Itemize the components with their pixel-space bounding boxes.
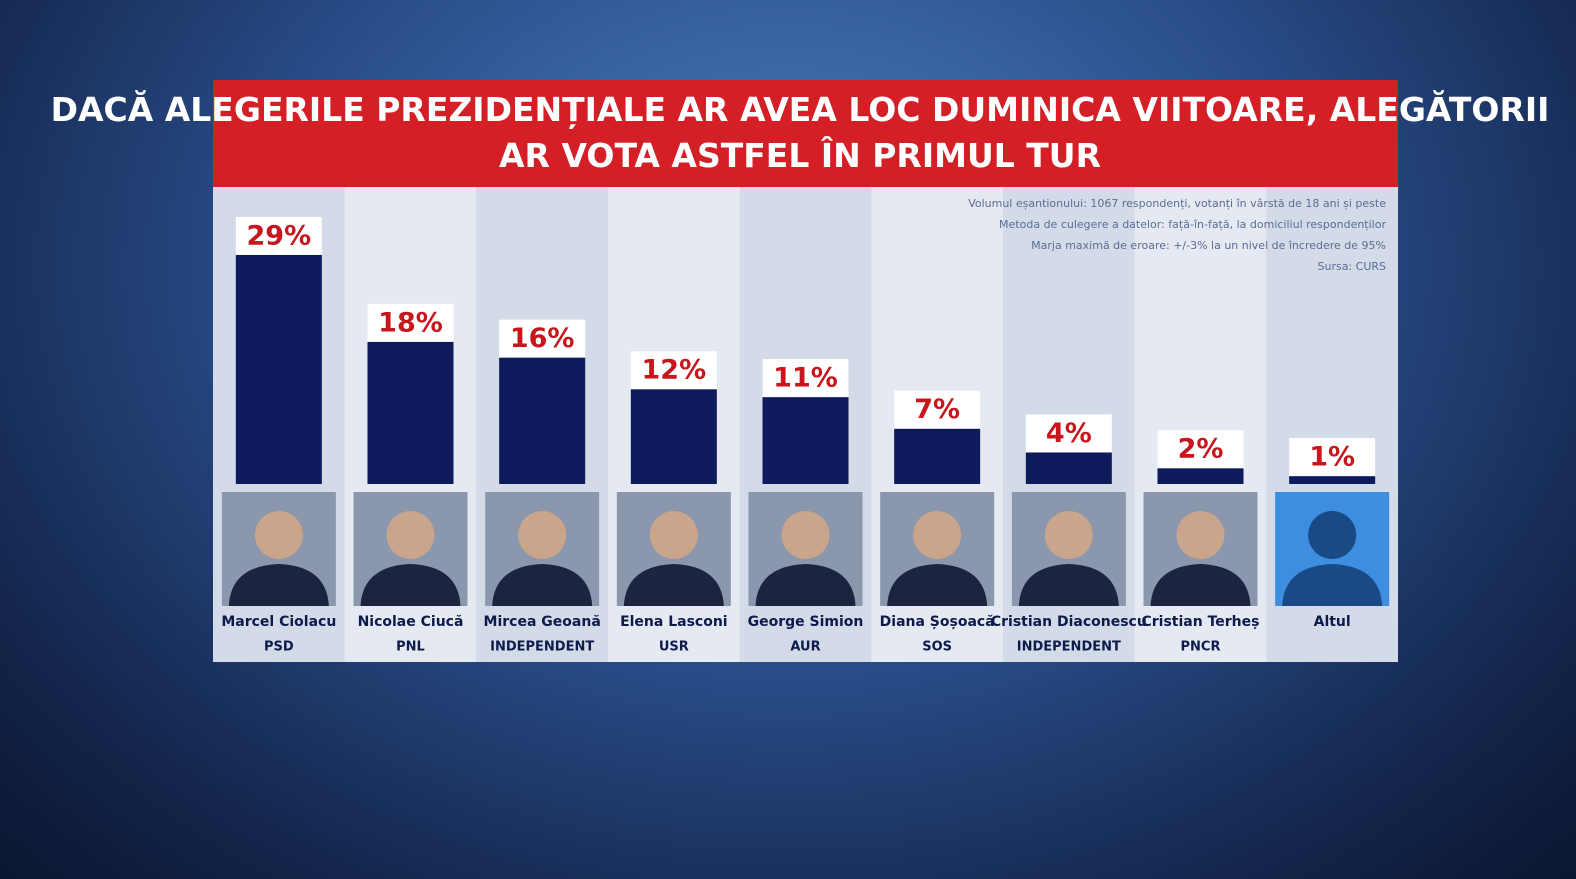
title-band <box>213 80 1398 187</box>
candidate-name: Mircea Geoană <box>484 614 601 630</box>
value-label: 11% <box>773 363 838 394</box>
photo-body <box>492 564 593 606</box>
party: AUR <box>790 640 820 655</box>
value-label-box <box>235 216 322 255</box>
photo-head <box>781 511 830 559</box>
note: Volumul eșantionului: 1067 respondenți, … <box>968 197 1386 210</box>
photo-body <box>623 564 724 606</box>
value-label-box <box>630 351 717 390</box>
party: INDEPENDENT <box>490 640 594 655</box>
value-label-box <box>894 390 981 429</box>
value-label-box <box>762 359 849 398</box>
photo-head <box>1176 511 1225 559</box>
chart-title: DACĂ ALEGERILE PREZIDENȚIALE AR AVEA LOC… <box>51 89 1550 175</box>
candidate-name: Elena Lasconi <box>620 614 728 630</box>
note: Metoda de culegere a datelor: față-în-fa… <box>999 218 1386 231</box>
photo-head <box>386 511 435 559</box>
value-label-box <box>1157 430 1244 469</box>
photo-head <box>1308 511 1357 559</box>
note: Sursa: CURS <box>1317 260 1386 273</box>
value-label-box <box>367 303 454 342</box>
photo-body <box>360 564 461 606</box>
note: Marja maximă de eroare: +/-3% la un nive… <box>1031 239 1386 252</box>
party: INDEPENDENT <box>1017 640 1121 655</box>
bar <box>630 389 717 484</box>
photo-head <box>649 511 698 559</box>
candidate-name: Cristian Diaconescu <box>991 614 1147 630</box>
photo-body <box>1282 564 1383 606</box>
party: PNL <box>396 640 425 655</box>
value-label: 1% <box>1309 442 1355 473</box>
photo-body <box>755 564 856 606</box>
candidate-name: Marcel Ciolacu <box>221 614 336 630</box>
value-label: 7% <box>914 394 960 425</box>
value-label-box <box>499 319 586 358</box>
party: USR <box>659 640 689 655</box>
value-label: 12% <box>642 355 707 386</box>
photo-body <box>887 564 988 606</box>
photo-body <box>1150 564 1251 606</box>
candidate-name: Cristian Terheș <box>1142 614 1260 630</box>
photo-head <box>518 511 567 559</box>
candidate-name: Diana Șoșoacă <box>880 614 995 630</box>
bar <box>499 357 586 484</box>
bar <box>894 428 981 484</box>
candidate-name: Nicolae Ciucă <box>358 614 464 630</box>
bar <box>762 397 849 484</box>
photo-head <box>913 511 962 559</box>
photo-body <box>228 564 329 606</box>
photo-head <box>254 511 303 559</box>
value-label: 2% <box>1178 434 1224 465</box>
bar <box>367 341 454 484</box>
value-label-box <box>1025 414 1112 453</box>
party: SOS <box>922 640 952 655</box>
candidate-name: George Simion <box>748 614 864 630</box>
bar <box>1157 468 1244 484</box>
party: PSD <box>264 640 294 655</box>
bar <box>1289 476 1376 484</box>
photo-body <box>1018 564 1119 606</box>
party: PNCR <box>1181 640 1221 655</box>
value-label-box <box>1289 438 1376 477</box>
photo-head <box>1044 511 1093 559</box>
value-label: 29% <box>247 220 312 251</box>
bar <box>235 254 322 484</box>
candidate-name: Altul <box>1314 614 1351 630</box>
bar <box>1025 452 1112 484</box>
value-label: 4% <box>1046 418 1092 449</box>
value-label: 18% <box>378 307 443 338</box>
value-label: 16% <box>510 323 575 354</box>
